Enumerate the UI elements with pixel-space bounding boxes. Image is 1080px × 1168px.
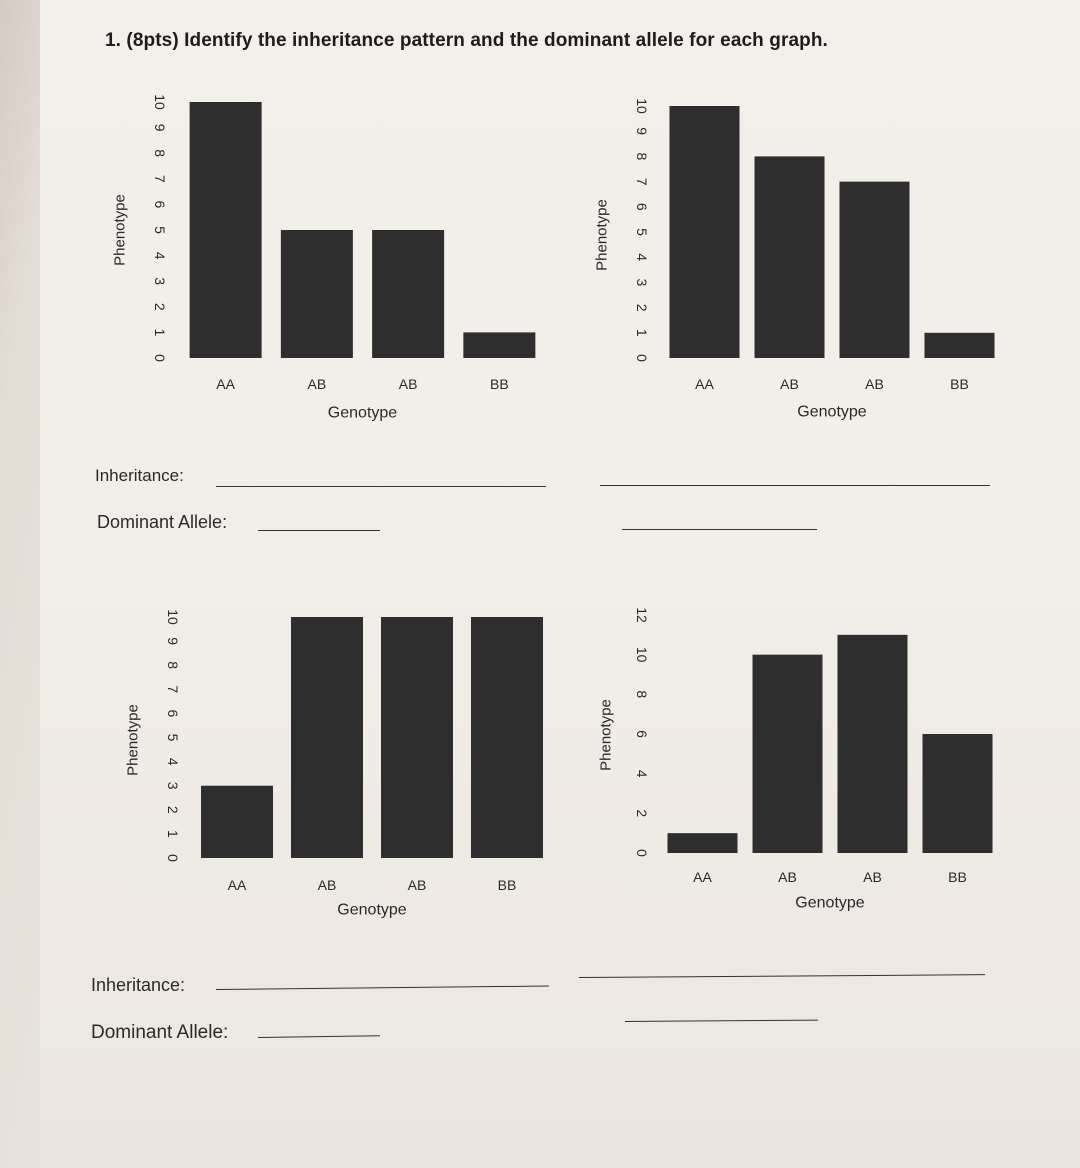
bar-ab	[839, 181, 910, 358]
bar-ab	[837, 634, 908, 853]
y-tick-label: 9	[634, 127, 650, 135]
x-tick-label: AB	[308, 376, 327, 392]
x-tick-label: AB	[399, 376, 418, 392]
dominant-allele-answer-line-2[interactable]	[622, 529, 817, 530]
chart-3: 0 1 2 3 4 5 6 7 8 9 10 Phenotype AA AB AB BB Genotype	[105, 600, 560, 930]
y-tick-label: 10	[634, 98, 650, 114]
y-axis-label: Phenotype	[125, 704, 142, 776]
x-tick-label: AB	[318, 877, 337, 893]
x-tick-label: BB	[950, 376, 969, 392]
y-tick-label: 8	[165, 661, 181, 669]
y-tick-label: 3	[165, 782, 181, 790]
y-tick-label: 3	[634, 279, 650, 287]
y-tick-label: 10	[152, 94, 168, 110]
y-tick-label: 6	[165, 710, 181, 718]
dominant-allele-label-1: Dominant Allele:	[97, 512, 228, 532]
x-tick-label: AA	[216, 376, 235, 392]
y-axis-label: Phenotype	[112, 194, 129, 266]
y-tick-label: 9	[165, 637, 181, 645]
chart-1: 0 1 2 3 4 5 6 7 8 9 10 Phenotype AA AB AB BB Genotype	[85, 82, 560, 427]
y-tick-label: 4	[152, 252, 168, 260]
x-tick-label: AA	[228, 877, 247, 893]
y-tick-label: 4	[634, 253, 650, 261]
y-tick-label: 8	[152, 149, 168, 157]
y-tick-label: 2	[165, 806, 181, 814]
y-tick-label: 7	[634, 178, 650, 186]
y-tick-label: 6	[634, 203, 650, 211]
y-tick-label: 10	[634, 647, 650, 663]
bar-ab	[372, 230, 445, 358]
x-tick-label: AB	[780, 376, 799, 392]
x-tick-label: AA	[693, 869, 712, 885]
inheritance-label-2: Inheritance:	[91, 975, 186, 995]
y-tick-label: 12	[634, 607, 650, 623]
y-tick-label: 0	[165, 854, 181, 862]
bar-chart-svg: 0 1 2 3 4 5 6 7 8 9 10 Phenotype AA AB AB BB Genotype	[594, 98, 995, 421]
y-tick-label: 6	[152, 201, 168, 209]
x-tick-label: BB	[498, 877, 517, 893]
x-tick-label: AB	[778, 869, 797, 885]
y-axis-label: Phenotype	[594, 199, 611, 271]
y-tick-label: 2	[152, 303, 168, 311]
y-tick-label: 4	[634, 770, 650, 778]
y-tick-label: 10	[165, 609, 181, 625]
y-tick-label: 1	[165, 830, 181, 838]
y-tick-label: 8	[634, 690, 650, 698]
bar-bb	[471, 617, 543, 858]
x-axis-label: Genotype	[795, 895, 864, 912]
x-axis-label: Genotype	[337, 902, 406, 919]
x-tick-label: AB	[865, 376, 884, 392]
inheritance-label-1: Inheritance:	[95, 466, 184, 485]
y-tick-label: 5	[152, 226, 168, 234]
y-tick-label: 0	[634, 354, 650, 362]
y-axis-label: Phenotype	[598, 699, 615, 771]
bar-bb	[924, 332, 995, 358]
bar-chart-svg: 0 1 2 3 4 5 6 7 8 9 10 Phenotype AA AB AB BB Genotype	[112, 94, 536, 422]
x-tick-label: AA	[695, 376, 714, 392]
dominant-allele-label-2: Dominant Allele:	[91, 1022, 229, 1043]
x-tick-label: BB	[948, 869, 967, 885]
y-tick-label: 0	[634, 849, 650, 857]
x-tick-label: AB	[408, 877, 427, 893]
inheritance-answer-line-1[interactable]	[216, 486, 546, 487]
y-tick-label: 2	[634, 304, 650, 312]
y-tick-label: 2	[634, 809, 650, 817]
bar-bb	[922, 734, 993, 853]
x-tick-label: AB	[863, 869, 882, 885]
y-tick-label: 8	[634, 153, 650, 161]
bar-ab	[752, 654, 823, 853]
y-tick-label: 7	[165, 685, 181, 693]
chart-2: 0 1 2 3 4 5 6 7 8 9 10 Phenotype AA AB AB BB Genotype	[575, 90, 1015, 425]
dominant-allele-answer-line-1[interactable]	[258, 530, 380, 531]
bar-ab	[754, 156, 825, 358]
question-title: 1. (8pts) Identify the inheritance patte…	[105, 30, 828, 51]
y-tick-label: 6	[634, 730, 650, 738]
y-tick-label: 1	[634, 329, 650, 337]
bar-chart-svg: 0 1 2 3 4 5 6 7 8 9 10 Phenotype AA AB AB BB Genotype	[125, 609, 543, 919]
y-tick-label: 5	[165, 734, 181, 742]
bar-bb	[463, 332, 536, 358]
bar-ab	[381, 617, 453, 858]
bar-ab	[280, 230, 353, 358]
bar-aa	[669, 106, 740, 358]
x-tick-label: BB	[490, 376, 509, 392]
bar-ab	[291, 617, 363, 858]
x-axis-label: Genotype	[328, 405, 397, 422]
bar-aa	[189, 102, 262, 358]
inheritance-answer-line-2[interactable]	[600, 485, 990, 486]
y-tick-label: 7	[152, 175, 168, 183]
y-tick-label: 5	[634, 228, 650, 236]
y-tick-label: 0	[152, 354, 168, 362]
chart-4: 0 2 4 6 8 10 12 Phenotype AA AB AB BB Genotype	[580, 600, 1020, 925]
y-tick-label: 4	[165, 758, 181, 766]
bar-chart-svg: 0 2 4 6 8 10 12 Phenotype AA AB AB BB Genotype	[598, 607, 993, 912]
bar-aa	[201, 785, 273, 858]
y-tick-label: 3	[152, 277, 168, 285]
y-tick-label: 1	[152, 329, 168, 337]
x-axis-label: Genotype	[797, 404, 866, 421]
y-tick-label: 9	[152, 124, 168, 132]
bar-aa	[667, 833, 738, 853]
